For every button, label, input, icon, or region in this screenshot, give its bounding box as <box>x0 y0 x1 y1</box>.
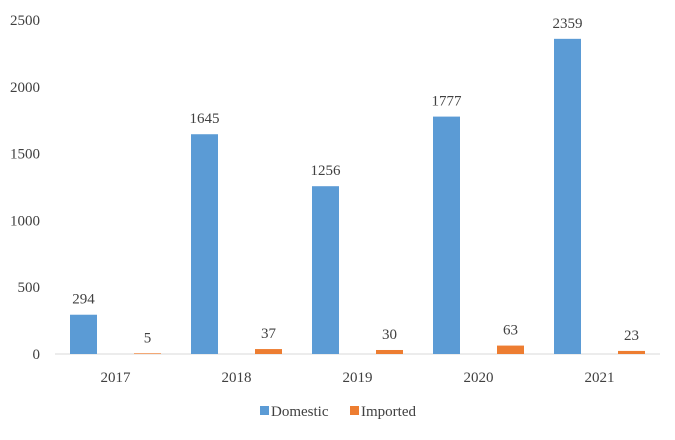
y-tick-label: 2000 <box>10 80 40 96</box>
data-label-imported-2017: 5 <box>144 330 152 346</box>
bar-domestic-2017 <box>70 314 97 354</box>
x-tick-label: 2019 <box>343 370 373 386</box>
data-label-imported-2021: 23 <box>624 328 639 344</box>
bar-imported-2017 <box>134 353 161 354</box>
legend: Domestic Imported <box>260 404 416 420</box>
legend-swatch-domestic <box>260 406 269 415</box>
data-label-imported-2019: 30 <box>382 327 397 343</box>
y-tick-label: 0 <box>33 347 41 363</box>
data-label-domestic-2017: 294 <box>72 292 95 308</box>
x-tick-label: 2017 <box>101 370 132 386</box>
bar-imported-2021 <box>618 350 645 354</box>
y-tick-label: 500 <box>18 280 41 296</box>
x-tick-label: 2018 <box>222 370 252 386</box>
y-tick-label: 2500 <box>10 13 40 29</box>
bar-imported-2020 <box>497 345 524 354</box>
y-axis-ticks: 0 500 1000 1500 2000 2500 <box>10 13 40 363</box>
data-label-imported-2020: 63 <box>503 323 518 339</box>
bar-imported-2019 <box>376 349 403 354</box>
bar-imported-2018 <box>255 349 282 354</box>
bars-group: 294 5 1645 37 1256 30 1777 63 2359 23 <box>70 16 645 355</box>
data-label-domestic-2020: 1777 <box>432 94 463 110</box>
legend-swatch-imported <box>350 406 359 415</box>
y-tick-label: 1000 <box>10 213 40 229</box>
data-label-imported-2018: 37 <box>261 326 277 342</box>
data-label-domestic-2021: 2359 <box>553 16 583 32</box>
x-tick-label: 2021 <box>585 370 615 386</box>
bar-domestic-2021 <box>554 38 581 355</box>
x-axis-ticks: 2017 2018 2019 2020 2021 <box>101 370 615 386</box>
bar-domestic-2020 <box>433 116 460 354</box>
x-tick-label: 2020 <box>464 370 494 386</box>
legend-label-domestic: Domestic <box>271 404 329 420</box>
y-tick-label: 1500 <box>10 147 40 163</box>
bar-domestic-2018 <box>191 134 218 354</box>
data-label-domestic-2019: 1256 <box>311 163 342 179</box>
bar-domestic-2019 <box>312 186 339 354</box>
data-label-domestic-2018: 1645 <box>190 111 220 127</box>
legend-label-imported: Imported <box>361 404 416 420</box>
